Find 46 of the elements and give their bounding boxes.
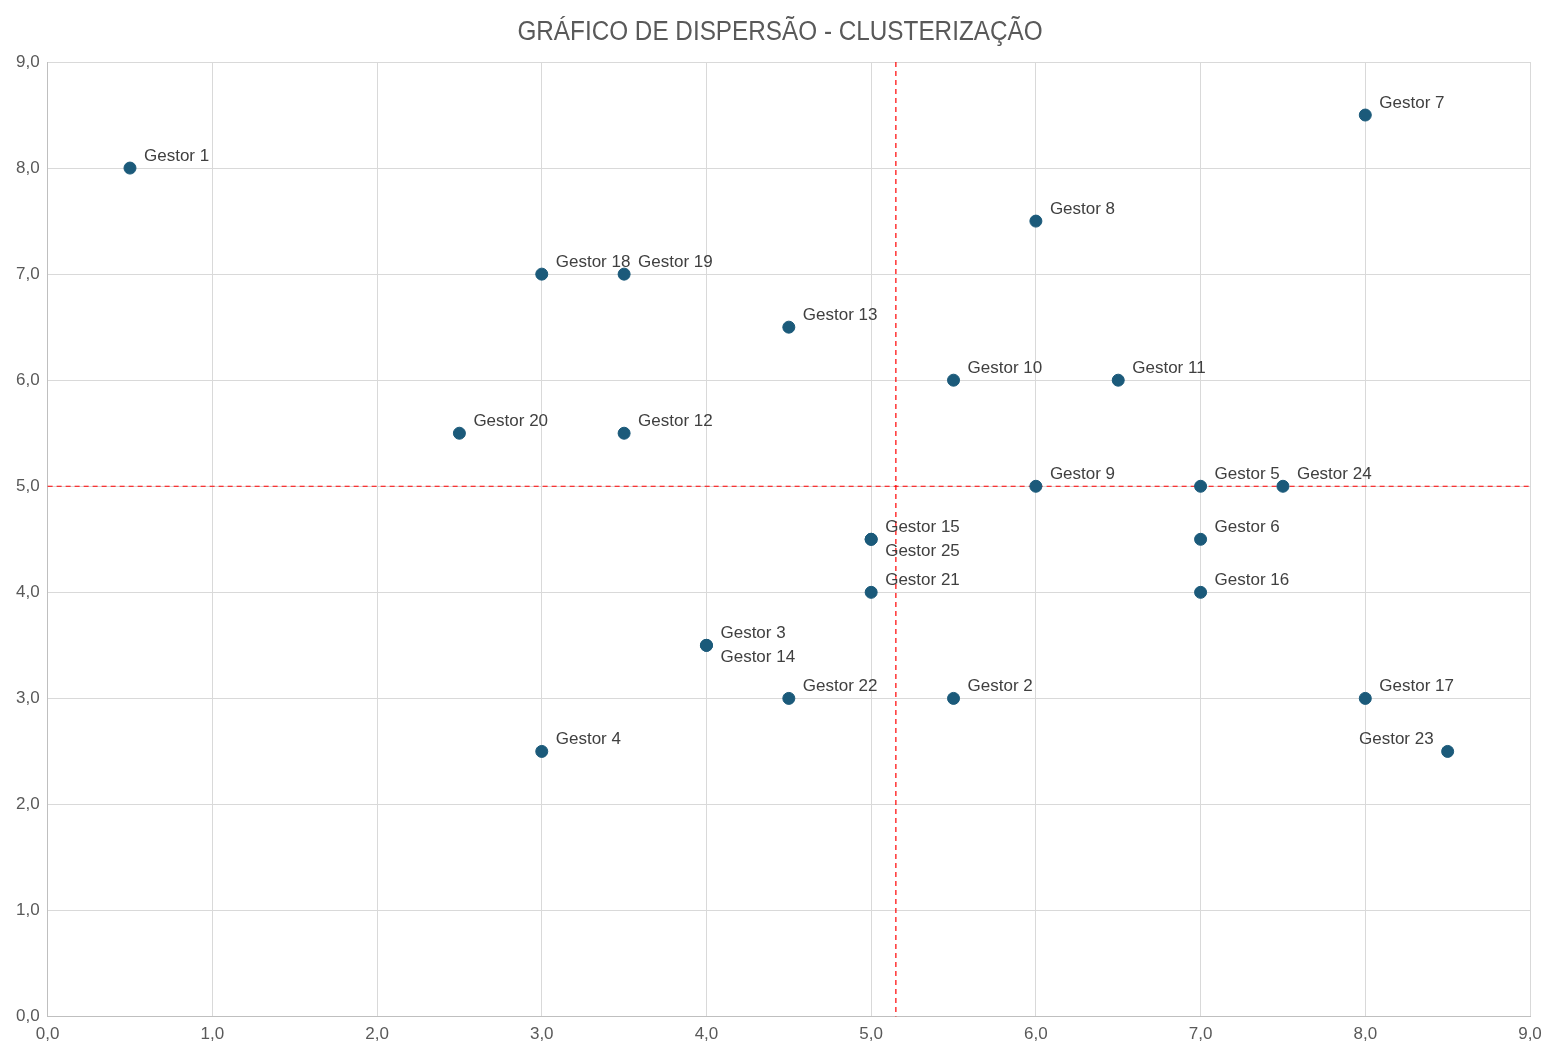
- annotation: Gestor 8: [1049, 198, 1116, 218]
- y-tick-label: 0,0: [15, 1006, 40, 1026]
- x-tick-label: 2,0: [365, 1024, 389, 1044]
- annotation: Gestor 3: [720, 623, 786, 643]
- annotation: Gestor 25: [885, 540, 960, 560]
- annotation: Gestor 12: [638, 410, 713, 430]
- annotation: Gestor 5: [1214, 463, 1280, 483]
- x-tick-label: 4,0: [694, 1024, 719, 1044]
- annotation: Gestor 15: [885, 516, 960, 536]
- annotation: Gestor 17: [1379, 676, 1454, 696]
- annotation: Gestor 20: [473, 410, 549, 430]
- annotation: Gestor 19: [638, 251, 713, 271]
- y-tick-label: 4,0: [15, 582, 40, 602]
- annotation: Gestor 7: [1379, 92, 1445, 112]
- x-tick-label: 5,0: [859, 1024, 883, 1044]
- x-tick-label: 6,0: [1024, 1024, 1048, 1044]
- annotation: Gestor 14: [720, 647, 796, 667]
- annotation: Gestor 16: [1214, 570, 1290, 590]
- x-tick-label: 8,0: [1353, 1024, 1378, 1044]
- annotation: Gestor 6: [1214, 516, 1280, 536]
- y-tick-label: 8,0: [15, 157, 40, 177]
- annotation: Gestor 23: [1359, 729, 1434, 749]
- y-tick-label: 3,0: [15, 688, 40, 708]
- x-tick-label: 7,0: [1188, 1024, 1213, 1044]
- y-tick-label: 5,0: [15, 475, 40, 495]
- x-tick-label: 3,0: [529, 1024, 554, 1044]
- annotation: Gestor 9: [1049, 463, 1116, 483]
- annotation: Gestor 18: [555, 251, 631, 271]
- x-tick-label: 0,0: [35, 1024, 60, 1044]
- annotation: Gestor 21: [885, 570, 960, 590]
- y-tick-label: 7,0: [15, 263, 40, 283]
- annotation: Gestor 11: [1132, 357, 1206, 377]
- y-tick-label: 2,0: [15, 794, 40, 814]
- y-tick-label: 9,0: [15, 51, 40, 71]
- x-tick-label: 1,0: [200, 1024, 225, 1044]
- chart-title: GRÁFICO DE DISPERSÃO - CLUSTERIZAÇÃO: [516, 16, 1044, 47]
- annotation: Gestor 24: [1296, 463, 1372, 483]
- y-tick-label: 6,0: [15, 369, 40, 389]
- x-tick-label: 9,0: [1518, 1024, 1542, 1044]
- annotation: Gestor 10: [967, 357, 1043, 377]
- annotation: Gestor 2: [967, 676, 1033, 696]
- annotation: Gestor 22: [802, 676, 878, 696]
- annotation: Gestor 13: [802, 304, 878, 324]
- annotation: Gestor 1: [143, 145, 210, 165]
- annotation: Gestor 4: [555, 729, 621, 749]
- y-tick-label: 1,0: [15, 900, 40, 920]
